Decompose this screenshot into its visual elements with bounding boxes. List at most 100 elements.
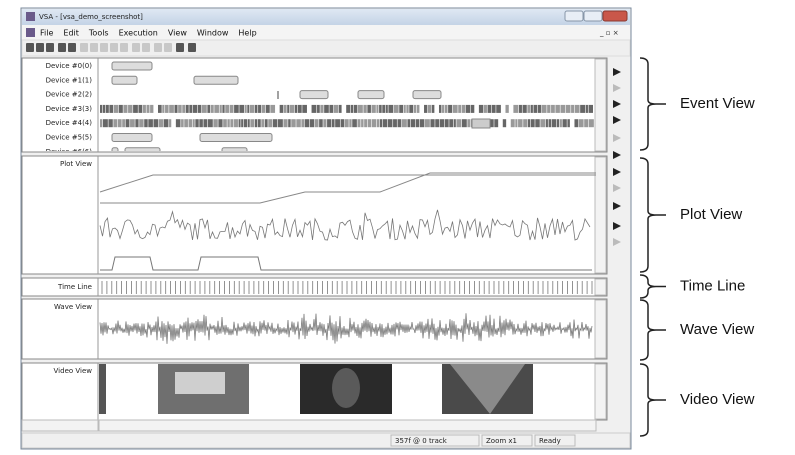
horizontal-scrollbars[interactable] bbox=[21, 419, 597, 432]
mdi-controls[interactable]: _ ▫ × bbox=[599, 29, 619, 37]
side-button[interactable] bbox=[613, 116, 621, 124]
menu-item[interactable]: Tools bbox=[88, 29, 109, 38]
tool-button[interactable] bbox=[154, 43, 162, 52]
scrollbar[interactable] bbox=[594, 278, 607, 296]
event-tick bbox=[361, 119, 364, 128]
event-block bbox=[299, 90, 329, 100]
device-label: Device #6(6) bbox=[46, 148, 93, 156]
event-tick bbox=[203, 119, 208, 128]
tool-button[interactable] bbox=[142, 43, 150, 52]
menu-item[interactable]: Window bbox=[197, 29, 229, 38]
menu-item[interactable]: Execution bbox=[119, 29, 158, 38]
event-tick bbox=[393, 104, 399, 113]
menu-item[interactable]: View bbox=[168, 29, 187, 38]
event-tick bbox=[130, 119, 135, 128]
event-tick bbox=[435, 119, 440, 128]
event-block bbox=[124, 147, 161, 151]
event-tick bbox=[535, 119, 540, 128]
event-tick bbox=[283, 104, 287, 113]
tool-button[interactable] bbox=[110, 43, 118, 52]
event-tick bbox=[304, 119, 310, 128]
tool-button[interactable] bbox=[46, 43, 54, 52]
event-tick bbox=[403, 104, 406, 113]
scrollbar[interactable] bbox=[594, 156, 607, 274]
event-tick bbox=[364, 119, 368, 128]
side-button[interactable] bbox=[613, 168, 621, 176]
event-tick bbox=[452, 104, 458, 113]
event-tick bbox=[247, 119, 250, 128]
tool-button[interactable] bbox=[132, 43, 140, 52]
event-tick bbox=[406, 104, 409, 113]
event-tick bbox=[527, 119, 531, 128]
scrollbar[interactable] bbox=[594, 363, 607, 420]
event-tick bbox=[382, 104, 385, 113]
event-tick bbox=[413, 104, 417, 113]
side-button[interactable] bbox=[613, 222, 621, 230]
event-tick bbox=[279, 104, 284, 113]
event-tick bbox=[244, 104, 247, 113]
side-button[interactable] bbox=[613, 184, 621, 192]
window-controls[interactable] bbox=[564, 10, 628, 22]
event-tick bbox=[363, 104, 367, 113]
side-button[interactable] bbox=[613, 100, 621, 108]
tool-button[interactable] bbox=[58, 43, 66, 52]
side-button[interactable] bbox=[613, 238, 621, 246]
doc-icon bbox=[26, 28, 35, 37]
side-button[interactable] bbox=[613, 84, 621, 92]
event-tick bbox=[249, 104, 255, 113]
event-tick bbox=[283, 119, 288, 128]
side-button[interactable] bbox=[613, 151, 621, 159]
event-tick bbox=[387, 119, 393, 128]
event-tick bbox=[407, 119, 411, 128]
tool-button[interactable] bbox=[26, 43, 34, 52]
event-tick bbox=[515, 119, 518, 128]
event-tick bbox=[371, 119, 377, 128]
device-label: Device #1(1) bbox=[46, 76, 93, 84]
scrollbar[interactable] bbox=[594, 58, 607, 152]
tool-button[interactable] bbox=[100, 43, 108, 52]
side-button[interactable] bbox=[613, 134, 621, 142]
annotation-label: Time Line bbox=[680, 277, 745, 294]
event-block bbox=[471, 118, 491, 129]
tool-button[interactable] bbox=[188, 43, 196, 52]
menu-item[interactable]: Help bbox=[238, 29, 256, 38]
side-button[interactable] bbox=[613, 68, 621, 76]
scrollbar[interactable] bbox=[594, 299, 607, 359]
tool-button[interactable] bbox=[164, 43, 172, 52]
tool-button[interactable] bbox=[36, 43, 44, 52]
tool-button[interactable] bbox=[176, 43, 184, 52]
event-tick bbox=[505, 104, 509, 113]
event-tick bbox=[453, 119, 456, 128]
event-tick bbox=[261, 119, 265, 128]
event-tick bbox=[175, 119, 181, 128]
event-tick bbox=[185, 104, 189, 113]
side-toolbar bbox=[608, 58, 629, 248]
tool-button[interactable] bbox=[68, 43, 76, 52]
event-tick bbox=[227, 119, 230, 128]
brace bbox=[639, 299, 666, 361]
tool-button[interactable] bbox=[120, 43, 128, 52]
event-tick bbox=[207, 119, 213, 128]
event-tick bbox=[181, 119, 184, 128]
event-tick bbox=[100, 104, 103, 113]
event-tick bbox=[100, 119, 103, 128]
app-icon bbox=[26, 12, 35, 21]
event-tick bbox=[547, 104, 551, 113]
menu-item[interactable]: File bbox=[40, 29, 53, 38]
annotation-label: Event View bbox=[680, 95, 755, 112]
event-tick bbox=[254, 119, 258, 128]
event-tick bbox=[540, 119, 546, 128]
event-tick bbox=[465, 104, 471, 113]
event-tick bbox=[367, 104, 371, 113]
menu-item[interactable]: Edit bbox=[63, 29, 79, 38]
event-block bbox=[193, 75, 239, 85]
event-tick bbox=[585, 104, 588, 113]
event-tick bbox=[109, 104, 114, 113]
event-tick bbox=[148, 119, 153, 128]
event-tick bbox=[118, 104, 123, 113]
tool-button[interactable] bbox=[90, 43, 98, 52]
event-tick bbox=[270, 104, 276, 113]
side-button[interactable] bbox=[613, 202, 621, 210]
tool-button[interactable] bbox=[80, 43, 88, 52]
event-tick bbox=[144, 119, 148, 128]
